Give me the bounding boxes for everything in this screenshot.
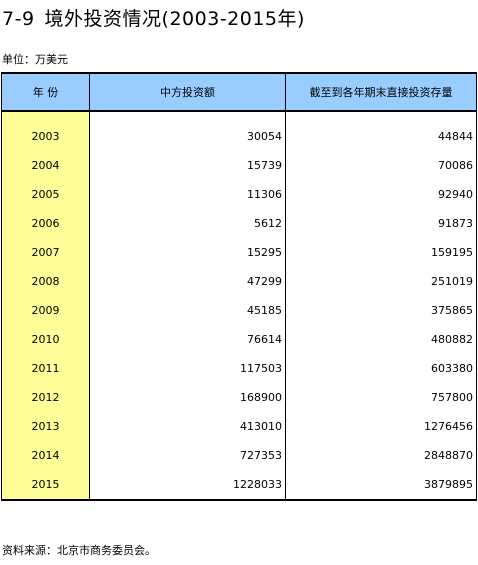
table-row: 2013 413010 1276456: [1, 412, 477, 441]
table-row: 2007 15295 159195: [1, 238, 477, 267]
stock-cell: 3879895: [285, 470, 477, 501]
stock-cell: 44844: [285, 122, 477, 151]
header-investment: 中方投资额: [89, 72, 286, 112]
year-cell: 2008: [1, 267, 90, 296]
table-row: 2011 117503 603380: [1, 354, 477, 383]
investment-cell: 15295: [89, 238, 286, 267]
investment-cell: 413010: [89, 412, 286, 441]
table-row: 2004 15739 70086: [1, 151, 477, 180]
stock-cell: 91873: [285, 209, 477, 238]
stock-cell: 480882: [285, 325, 477, 354]
year-cell: 2013: [1, 412, 90, 441]
table-row: 2014 727353 2848870: [1, 441, 477, 470]
investment-cell: 76614: [89, 325, 286, 354]
year-cell: 2011: [1, 354, 90, 383]
investment-table: 年 份 中方投资额 截至到各年期末直接投资存量 2003 30054 44844 20…: [1, 72, 477, 501]
header-stock: 截至到各年期末直接投资存量: [285, 72, 477, 112]
stock-cell: 757800: [285, 383, 477, 412]
investment-cell: 15739: [89, 151, 286, 180]
table-row: 2009 45185 375865: [1, 296, 477, 325]
table-number: 7-9: [2, 8, 35, 30]
year-cell: 2012: [1, 383, 90, 412]
stock-cell: 375865: [285, 296, 477, 325]
spacer-year-cell: [1, 111, 90, 122]
table-row: 2012 168900 757800: [1, 383, 477, 412]
table-title: 境外投资情况(2003-2015年): [44, 8, 305, 30]
year-cell: 2007: [1, 238, 90, 267]
source-note: 资料来源：北京市商务委员会。: [2, 544, 156, 557]
year-cell: 2010: [1, 325, 90, 354]
stock-cell: 92940: [285, 180, 477, 209]
investment-cell: 47299: [89, 267, 286, 296]
table-row: 2015 1228033 3879895: [1, 470, 477, 501]
year-cell: 2005: [1, 180, 90, 209]
unit-label: 单位：万美元: [2, 53, 68, 66]
investment-cell: 45185: [89, 296, 286, 325]
investment-cell: 168900: [89, 383, 286, 412]
header-year: 年 份: [1, 72, 90, 112]
stock-cell: 159195: [285, 238, 477, 267]
investment-cell: 1228033: [89, 470, 286, 501]
spacer-investment-cell: [89, 111, 286, 122]
table-row: 2010 76614 480882: [1, 325, 477, 354]
year-cell: 2004: [1, 151, 90, 180]
table-row: 2008 47299 251019: [1, 267, 477, 296]
year-cell: 2009: [1, 296, 90, 325]
investment-cell: 727353: [89, 441, 286, 470]
year-cell: 2003: [1, 122, 90, 151]
table-row: 2006 5612 91873: [1, 209, 477, 238]
stock-cell: 1276456: [285, 412, 477, 441]
table-header-row: 年 份 中方投资额 截至到各年期末直接投资存量: [1, 72, 477, 112]
investment-cell: 117503: [89, 354, 286, 383]
year-cell: 2014: [1, 441, 90, 470]
table-row: 2003 30054 44844: [1, 122, 477, 151]
table-body: 2003 30054 44844 2004 15739 70086 2005 11306 929…: [1, 111, 477, 501]
year-cell: 2015: [1, 470, 90, 501]
stock-cell: 2848870: [285, 441, 477, 470]
investment-cell: 30054: [89, 122, 286, 151]
stock-cell: 70086: [285, 151, 477, 180]
investment-cell: 11306: [89, 180, 286, 209]
spacer-stock-cell: [285, 111, 477, 122]
page-title: 7-9 境外投资情况(2003-2015年): [2, 4, 305, 31]
table-row: 2005 11306 92940: [1, 180, 477, 209]
stock-cell: 251019: [285, 267, 477, 296]
table-spacer-row: [1, 111, 477, 122]
year-cell: 2006: [1, 209, 90, 238]
stock-cell: 603380: [285, 354, 477, 383]
investment-cell: 5612: [89, 209, 286, 238]
